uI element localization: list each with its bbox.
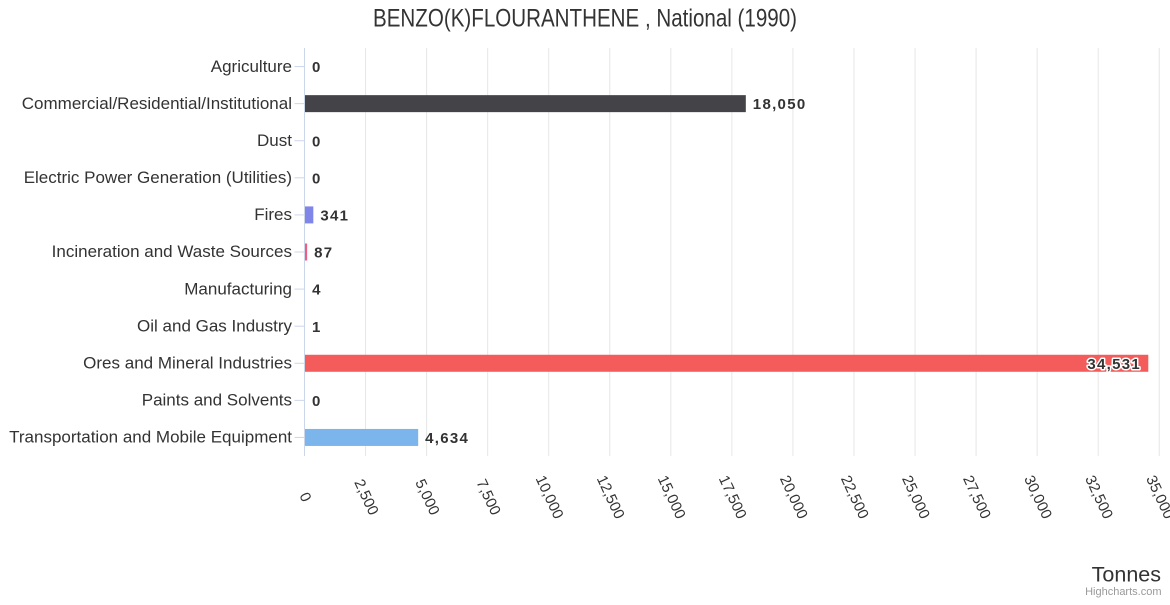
svg-text:0: 0 <box>312 59 322 76</box>
svg-text:Manufacturing: Manufacturing <box>184 279 292 298</box>
svg-text:Transportation and Mobile Equi: Transportation and Mobile Equipment <box>9 428 292 447</box>
svg-text:Agriculture: Agriculture <box>211 57 292 76</box>
svg-text:Dust: Dust <box>257 131 292 150</box>
svg-text:Fires: Fires <box>254 205 292 224</box>
svg-text:4: 4 <box>312 282 322 299</box>
svg-text:341: 341 <box>320 208 349 225</box>
svg-text:Oil and Gas Industry: Oil and Gas Industry <box>137 316 292 335</box>
svg-text:Incineration and Waste Sources: Incineration and Waste Sources <box>52 242 292 261</box>
svg-text:34,531: 34,531 <box>1087 356 1141 373</box>
svg-text:Tonnes: Tonnes <box>1092 563 1161 587</box>
svg-text:Paints and Solvents: Paints and Solvents <box>142 391 292 410</box>
svg-text:4,634: 4,634 <box>425 430 469 447</box>
svg-text:BENZO(K)FLOURANTHENE , Nationa: BENZO(K)FLOURANTHENE , National (1990) <box>373 5 797 33</box>
svg-text:Commercial/Residential/Institu: Commercial/Residential/Institutional <box>22 94 292 113</box>
svg-text:Electric Power Generation (Uti: Electric Power Generation (Utilities) <box>24 168 292 187</box>
svg-text:Highcharts.com: Highcharts.com <box>1085 586 1161 598</box>
svg-text:18,050: 18,050 <box>753 96 807 113</box>
svg-text:Ores and Mineral Industries: Ores and Mineral Industries <box>83 353 292 372</box>
svg-text:0: 0 <box>312 133 322 150</box>
svg-text:0: 0 <box>312 393 322 410</box>
svg-text:0: 0 <box>312 170 322 187</box>
svg-text:87: 87 <box>314 245 333 262</box>
svg-text:1: 1 <box>312 319 322 336</box>
